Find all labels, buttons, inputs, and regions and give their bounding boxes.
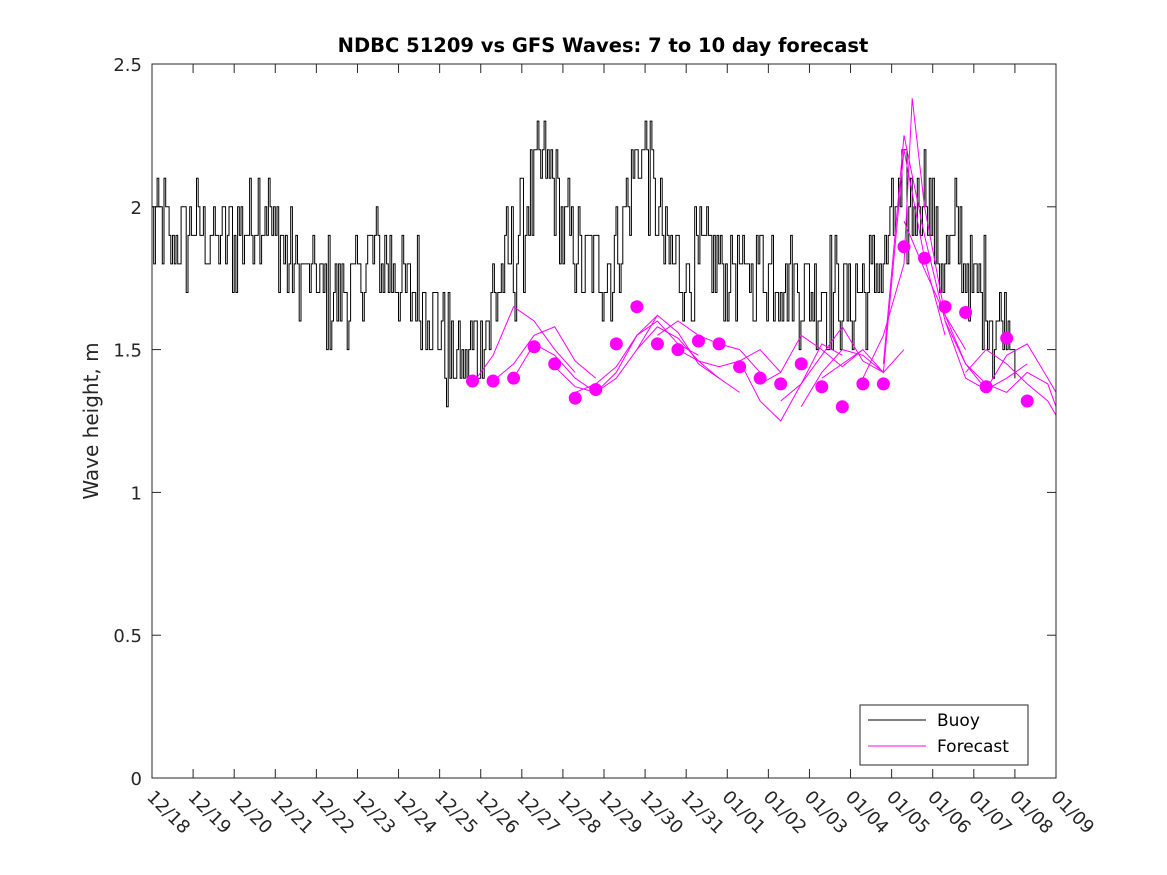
forecast-line [882, 135, 987, 391]
y-tick-label: 2 [131, 198, 142, 219]
y-axis-ticks: 0 0.5 1 1.5 2 2.5 [113, 55, 1056, 790]
forecast-point [959, 305, 973, 319]
forecast-line [492, 326, 597, 382]
y-tick-label: 2.5 [113, 55, 142, 76]
forecast-point [794, 357, 808, 371]
forecast-point [650, 337, 664, 351]
forecast-line [944, 320, 1057, 407]
forecast-point [753, 371, 767, 385]
forecast-point [856, 377, 870, 391]
forecast-point [527, 340, 541, 354]
legend-forecast-label: Forecast [937, 737, 1009, 757]
forecast-point [692, 334, 706, 348]
forecast-line [472, 306, 576, 385]
forecast-line [657, 320, 761, 373]
buoy-series-group [152, 120, 1016, 408]
forecast-point [876, 377, 890, 391]
forecast-point [589, 383, 603, 397]
forecast-point [548, 357, 562, 371]
buoy-line [152, 120, 1016, 408]
forecast-point [507, 371, 521, 385]
forecast-series-group [466, 98, 1057, 422]
forecast-line [677, 348, 782, 373]
forecast-point [918, 251, 932, 265]
forecast-point [466, 374, 480, 388]
forecast-line [759, 334, 864, 385]
forecast-line [800, 349, 905, 407]
forecast-point [774, 377, 788, 391]
y-axis-label: Wave height, m [79, 342, 103, 499]
forecast-line [985, 343, 1057, 393]
forecast-point [979, 380, 993, 394]
legend-box [859, 704, 1029, 766]
forecast-point [1000, 331, 1014, 345]
forecast-point [938, 300, 952, 314]
y-tick-label: 0 [131, 769, 142, 790]
chart-title: NDBC 51209 vs GFS Waves: 7 to 10 day for… [338, 34, 869, 57]
forecast-point [835, 400, 849, 414]
forecast-point [1020, 394, 1034, 408]
y-tick-label: 1 [131, 483, 142, 504]
legend-buoy-label: Buoy [937, 711, 980, 731]
forecast-point [733, 360, 747, 374]
legend: Buoy Forecast [859, 704, 1029, 766]
forecast-line [615, 326, 720, 379]
forecast-line [636, 314, 740, 393]
forecast-line [739, 343, 843, 422]
forecast-line [965, 348, 1057, 416]
forecast-point [897, 240, 911, 254]
forecast-point [609, 337, 623, 351]
y-tick-label: 1.5 [113, 341, 142, 362]
plot-area-border [151, 63, 1057, 779]
forecast-point [486, 374, 500, 388]
forecast-point [815, 380, 829, 394]
forecast-line [554, 314, 658, 393]
forecast-point [712, 337, 726, 351]
forecast-point [568, 391, 582, 405]
y-tick-label: 0.5 [113, 626, 142, 647]
forecast-point [671, 343, 685, 357]
forecast-line [780, 325, 884, 402]
forecast-point [630, 300, 644, 314]
